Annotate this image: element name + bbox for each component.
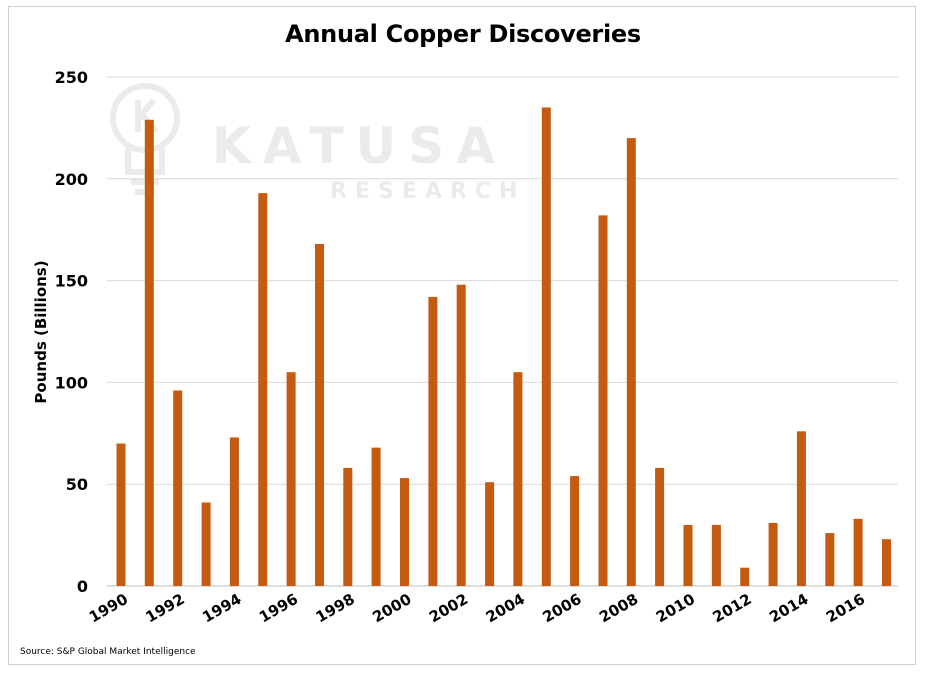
x-tick-label: 2012 <box>710 590 755 626</box>
chart-title: Annual Copper Discoveries <box>285 20 641 48</box>
x-tick-label: 2014 <box>766 590 811 626</box>
x-tick-label: 1994 <box>199 590 244 626</box>
bar-2009 <box>655 467 665 586</box>
watermark: KATUSA RESEARCH <box>110 83 525 204</box>
bar-1994 <box>229 437 239 586</box>
bar-2005 <box>541 107 551 586</box>
bar-2016 <box>853 518 863 586</box>
bar-2002 <box>456 284 466 586</box>
bar-2004 <box>513 372 523 586</box>
y-axis-ticks: 0 50 100 150 200 250 <box>55 68 88 596</box>
y-tick-label: 50 <box>66 475 88 494</box>
bar-2008 <box>626 138 636 586</box>
bar-2006 <box>570 476 580 586</box>
bar-2001 <box>428 296 438 586</box>
x-tick-label: 2016 <box>823 590 868 626</box>
x-tick-label: 1996 <box>256 590 301 626</box>
bar-2017 <box>882 539 891 586</box>
bar-1990 <box>116 443 126 586</box>
y-tick-label: 100 <box>55 373 88 392</box>
x-axis-ticks: 1990 1992 1994 1996 1998 2000 2002 2004 2006 2008… <box>86 590 868 626</box>
y-tick-label: 200 <box>55 170 88 189</box>
bar-2011 <box>711 524 721 586</box>
x-tick-label: 2010 <box>653 590 698 626</box>
bars <box>116 107 891 587</box>
bar-1998 <box>343 467 353 586</box>
x-tick-label: 2000 <box>369 590 414 626</box>
source-note: Source: S&P Global Market Intelligence <box>20 647 196 657</box>
x-tick-label: 2008 <box>596 590 641 626</box>
bar-1996 <box>286 372 296 586</box>
bar-1999 <box>371 447 381 586</box>
x-tick-label: 1998 <box>313 590 358 626</box>
bar-1991 <box>144 119 154 587</box>
bar-1992 <box>173 390 183 586</box>
bar-1997 <box>315 244 324 586</box>
y-tick-label: 250 <box>55 68 88 87</box>
bar-1993 <box>201 502 211 586</box>
y-tick-label: 0 <box>77 577 88 596</box>
x-tick-label: 2002 <box>426 590 471 626</box>
watermark-name: KATUSA <box>212 117 507 175</box>
y-axis-label: Pounds (Billions) <box>32 260 50 403</box>
bar-1995 <box>258 193 268 586</box>
watermark-subtitle: RESEARCH <box>330 179 525 204</box>
x-tick-label: 1990 <box>86 590 131 626</box>
bar-2000 <box>400 478 409 586</box>
y-tick-label: 150 <box>55 272 88 291</box>
bar-2010 <box>683 524 693 586</box>
bar-2003 <box>485 482 495 586</box>
bar-2012 <box>740 567 750 586</box>
bar-2015 <box>825 533 835 586</box>
x-tick-label: 2004 <box>483 590 528 626</box>
bar-2013 <box>768 522 778 586</box>
bar-2007 <box>598 215 608 586</box>
x-tick-label: 2006 <box>539 590 584 626</box>
x-tick-label: 1992 <box>143 590 188 626</box>
bar-2014 <box>796 431 806 586</box>
